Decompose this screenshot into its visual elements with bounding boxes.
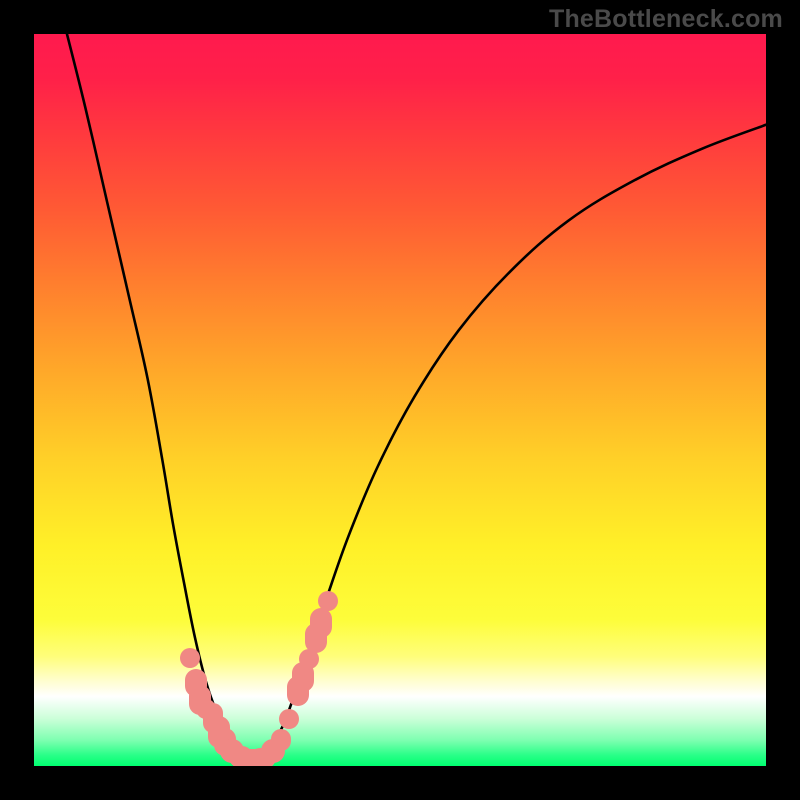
data-point-marker <box>318 591 338 611</box>
attribution-watermark: TheBottleneck.com <box>549 5 783 34</box>
data-point-marker <box>279 709 299 729</box>
gradient-background <box>34 34 766 766</box>
data-point-marker <box>310 608 332 638</box>
chart-frame <box>0 0 800 800</box>
data-point-marker <box>271 729 291 751</box>
data-point-marker <box>180 648 200 668</box>
plot-area <box>34 34 766 766</box>
